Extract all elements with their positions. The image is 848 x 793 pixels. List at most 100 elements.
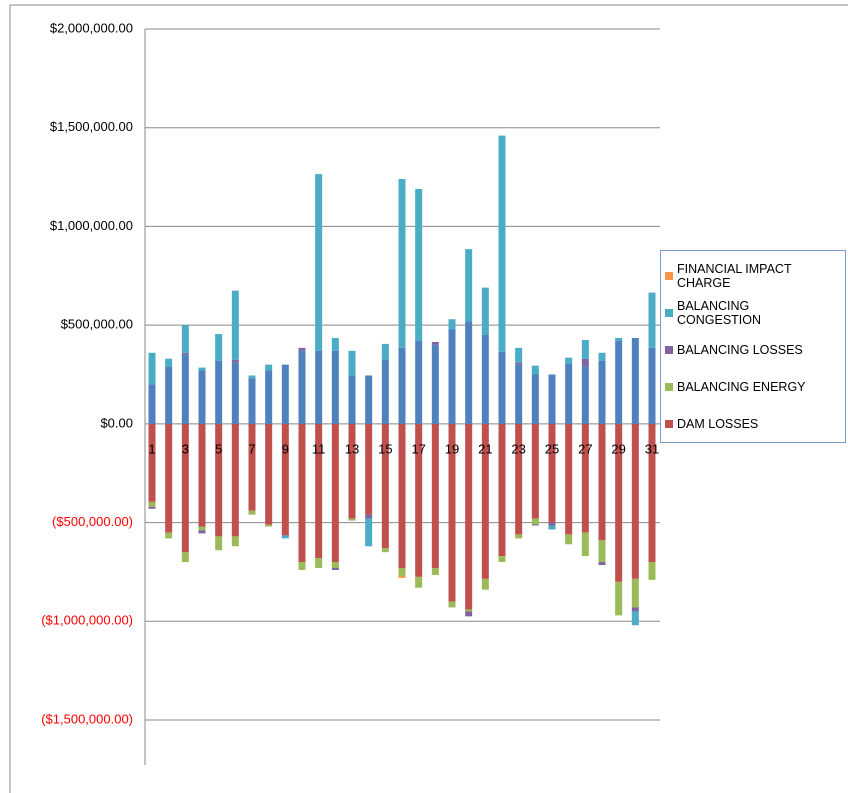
bar-segment — [365, 514, 373, 519]
bar-segment — [398, 347, 406, 424]
bar-segment — [181, 423, 189, 553]
x-tick-label: 3 — [182, 441, 189, 456]
bar-segment — [248, 375, 256, 379]
bar-segment — [148, 384, 156, 424]
bar-segment — [198, 530, 206, 534]
bar-segment — [398, 567, 406, 576]
legend-swatch — [665, 271, 673, 280]
x-tick-label: 23 — [511, 441, 525, 456]
x-tick-label: 9 — [282, 441, 289, 456]
bar-segment — [281, 535, 289, 539]
bar-segment — [148, 501, 156, 507]
bar-segment — [365, 518, 373, 547]
bar-segment — [165, 366, 173, 424]
bar-segment — [248, 423, 256, 511]
bar-segment — [281, 423, 289, 536]
legend-label: DAM LOSSES — [677, 416, 759, 431]
bar-segment — [648, 292, 656, 348]
bar-segment — [548, 374, 556, 424]
bar-segment — [465, 609, 473, 612]
bar-segment — [615, 337, 623, 341]
x-tick-label: 11 — [312, 441, 326, 456]
bar-segment — [281, 364, 289, 424]
bar-segment — [481, 578, 489, 590]
bar-segment — [215, 536, 223, 551]
bar-segment — [415, 188, 423, 341]
bar-segment — [148, 506, 156, 509]
bar-segment — [365, 375, 373, 424]
bar-segment — [231, 423, 239, 537]
bar-segment — [181, 354, 189, 424]
bar-segment — [448, 329, 456, 424]
bar-segment — [165, 532, 173, 539]
bar-segment — [548, 423, 556, 523]
bar-segment — [531, 524, 539, 526]
x-tick-label: 25 — [545, 441, 559, 456]
bar-segment — [581, 366, 589, 424]
bar-segment — [565, 357, 573, 364]
bar-segment — [465, 321, 473, 424]
x-tick-label: 21 — [478, 441, 492, 456]
y-tick-label: ($500,000.00) — [52, 514, 133, 529]
bar-segment — [598, 540, 606, 563]
x-tick-label: 7 — [248, 441, 255, 456]
bar-segment — [598, 562, 606, 566]
bar-segment — [415, 576, 423, 588]
bar-segment — [231, 359, 239, 363]
x-tick-label: 27 — [578, 441, 592, 456]
y-tick-label: $1,000,000.00 — [50, 218, 133, 233]
bar-segment — [465, 423, 473, 610]
bar-segment — [348, 375, 356, 424]
bar-segment — [265, 370, 273, 424]
x-tick-label: 17 — [411, 441, 425, 456]
bar-segment — [298, 350, 306, 424]
bar-segment — [615, 423, 623, 582]
bar-segment — [315, 174, 323, 351]
bar-segment — [148, 352, 156, 385]
x-tick-label: 19 — [445, 441, 459, 456]
bar-segment — [565, 363, 573, 424]
bar-segment — [198, 370, 206, 424]
bar-segment — [165, 423, 173, 533]
y-tick-label: $1,500,000.00 — [50, 119, 133, 134]
bar-segment — [631, 337, 639, 424]
bar-segment — [515, 364, 523, 424]
bar-segment — [581, 532, 589, 557]
bar-segment — [398, 423, 406, 568]
bar-segment — [515, 534, 523, 539]
bar-segment — [648, 562, 656, 580]
bar-segment — [481, 335, 489, 424]
bar-segment — [515, 347, 523, 363]
legend-label: FINANCIAL IMPACT CHARGE — [677, 261, 792, 290]
bar-segment — [448, 601, 456, 608]
bar-segment — [215, 334, 223, 361]
x-tick-label: 31 — [645, 441, 659, 456]
bar-segment — [348, 350, 356, 376]
bar-segment — [398, 575, 406, 578]
bar-segment — [315, 558, 323, 568]
bar-segment — [515, 362, 523, 365]
bar-segment — [298, 562, 306, 570]
bar-segment — [248, 378, 256, 424]
bar-segment — [498, 556, 506, 563]
bar-segment — [298, 347, 306, 351]
bar-segment — [581, 339, 589, 359]
bar-segment — [431, 341, 439, 345]
bar-segment — [448, 319, 456, 330]
bar-segment — [515, 423, 523, 535]
legend-swatch — [665, 308, 673, 317]
legend: FINANCIAL IMPACT CHARGE BALANCING CONGEST… — [660, 250, 846, 443]
bar-segment — [648, 347, 656, 424]
bar-segment — [415, 340, 423, 424]
legend-label: BALANCING ENERGY — [677, 379, 806, 394]
bar-segment — [615, 581, 623, 616]
bar-segment — [265, 364, 273, 371]
bar-segment — [631, 423, 639, 579]
bar-segment — [565, 423, 573, 535]
bar-segment — [381, 423, 389, 549]
bar-segment — [331, 562, 339, 568]
legend-entry: BALANCING ENERGY — [665, 368, 841, 405]
bar-segment — [548, 522, 556, 526]
bar-segment — [581, 423, 589, 533]
bar-segment — [548, 525, 556, 530]
